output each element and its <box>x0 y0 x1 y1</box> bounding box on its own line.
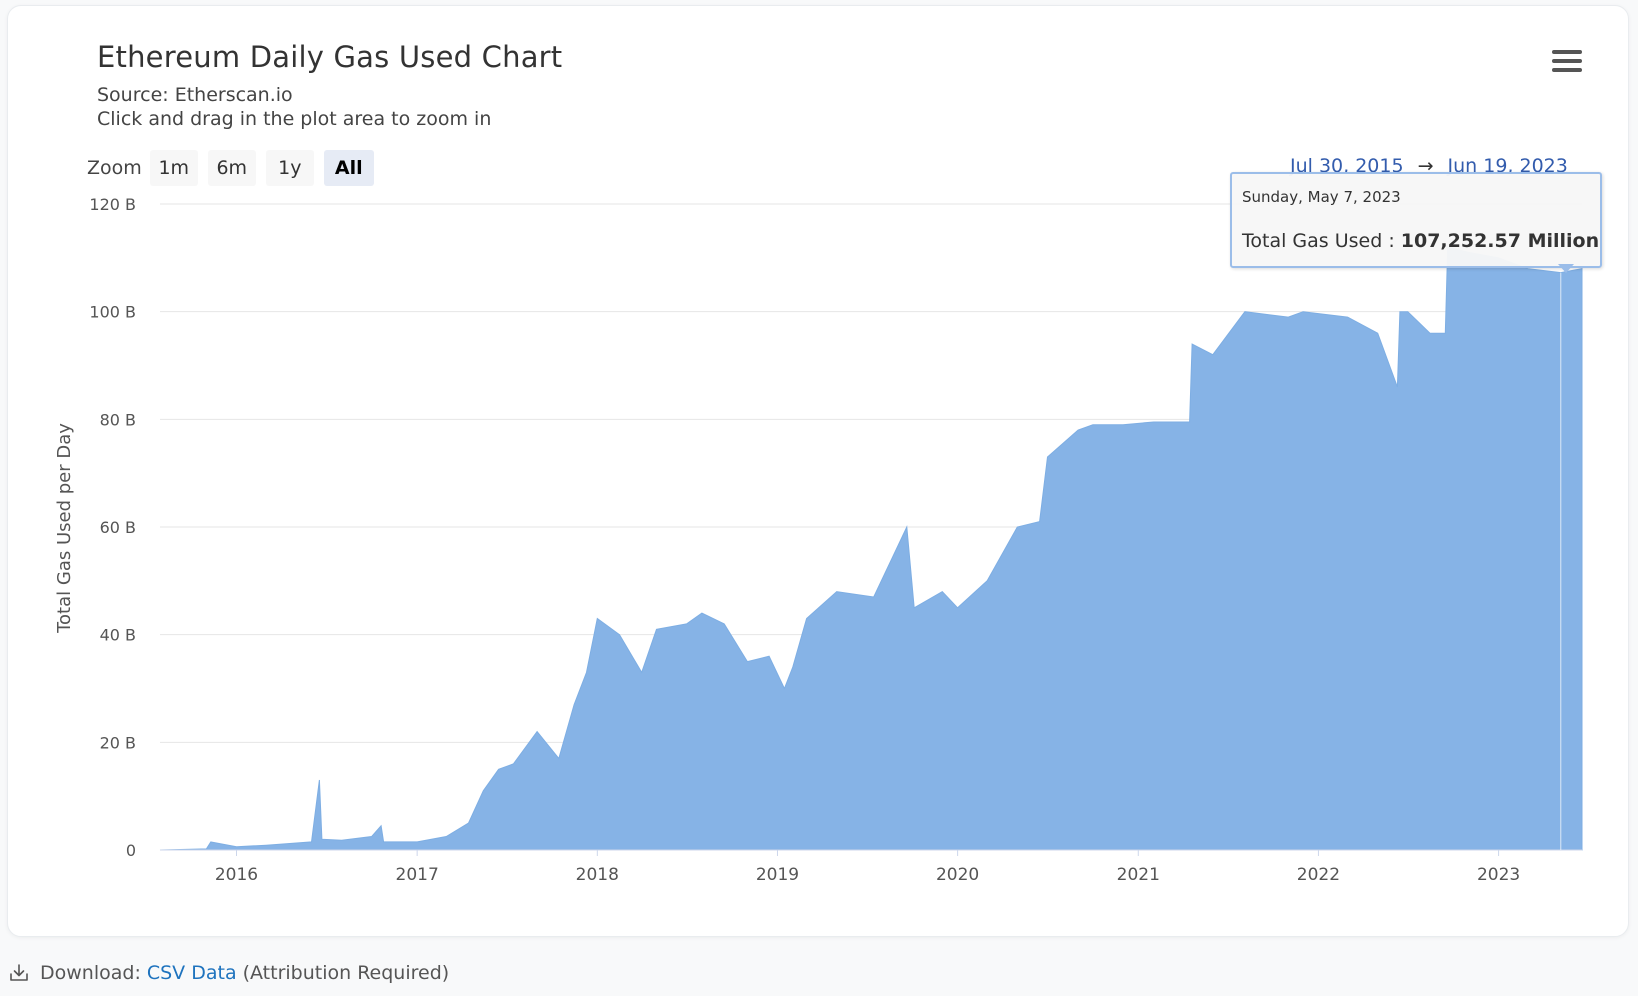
chart-title: Ethereum Daily Gas Used Chart <box>97 40 563 74</box>
chart-plot[interactable]: 0 20 B 40 B 60 B 80 B 100 B 120 B 2016 2017 2018… <box>0 0 1638 960</box>
tooltip-label: Total Gas Used : <box>1242 230 1401 252</box>
hamburger-menu-icon[interactable] <box>1552 50 1582 78</box>
x-tick-label: 2023 <box>1477 865 1520 885</box>
download-label: Download: <box>40 962 141 984</box>
download-icon[interactable] <box>8 962 30 984</box>
csv-data-link[interactable]: CSV Data <box>146 962 237 984</box>
x-tick-label: 2017 <box>396 865 439 885</box>
zoom-controls: Zoom 1m 6m 1y All <box>87 150 384 186</box>
range-to[interactable]: Jun 19, 2023 <box>1447 155 1568 177</box>
y-axis-label: Total Gas Used per Day <box>54 423 75 634</box>
download-bar: Download: CSV Data (Attribution Required… <box>8 962 449 984</box>
y-tick-label: 60 B <box>100 518 136 537</box>
tooltip-value: 107,252.57 Million <box>1400 230 1600 252</box>
zoom-1y-button[interactable]: 1y <box>265 150 314 186</box>
zoom-6m-button[interactable]: 6m <box>207 150 256 186</box>
zoom-label: Zoom <box>87 157 142 179</box>
y-tick-label: 80 B <box>100 410 136 429</box>
x-tick-label: 2016 <box>215 865 258 885</box>
x-tick-label: 2018 <box>576 865 619 885</box>
y-axis-ticks: 0 20 B 40 B 60 B 80 B 100 B 120 B <box>89 195 136 860</box>
gas-used-area-series <box>159 246 1583 851</box>
tooltip-line: Total Gas Used : 107,252.57 Million <box>1242 230 1599 252</box>
tooltip-date: Sunday, May 7, 2023 <box>1242 188 1401 206</box>
chart-hint: Click and drag in the plot area to zoom … <box>97 108 492 130</box>
range-arrow: → <box>1417 155 1434 177</box>
y-tick-label: 40 B <box>100 626 136 645</box>
y-tick-label: 120 B <box>89 195 136 214</box>
range-from[interactable]: Jul 30, 2015 <box>1290 155 1404 177</box>
x-axis-ticks: 2016 2017 2018 2019 2020 2021 2022 2023 <box>215 850 1520 885</box>
x-tick-label: 2022 <box>1297 865 1340 885</box>
date-range: Jul 30, 2015 → Jun 19, 2023 <box>1290 155 1568 177</box>
y-tick-label: 20 B <box>100 733 136 752</box>
y-tick-label: 100 B <box>89 303 136 322</box>
chart-source: Source: Etherscan.io <box>97 84 293 106</box>
x-tick-label: 2021 <box>1117 865 1160 885</box>
x-tick-label: 2019 <box>756 865 799 885</box>
tooltip-pointer <box>1558 264 1574 273</box>
download-note: (Attribution Required) <box>242 962 450 984</box>
x-tick-label: 2020 <box>936 865 979 885</box>
zoom-all-button[interactable]: All <box>323 150 374 186</box>
tooltip: Sunday, May 7, 2023 Total Gas Used : 107… <box>1230 172 1602 268</box>
y-tick-label: 0 <box>126 841 136 860</box>
zoom-1m-button[interactable]: 1m <box>149 150 198 186</box>
